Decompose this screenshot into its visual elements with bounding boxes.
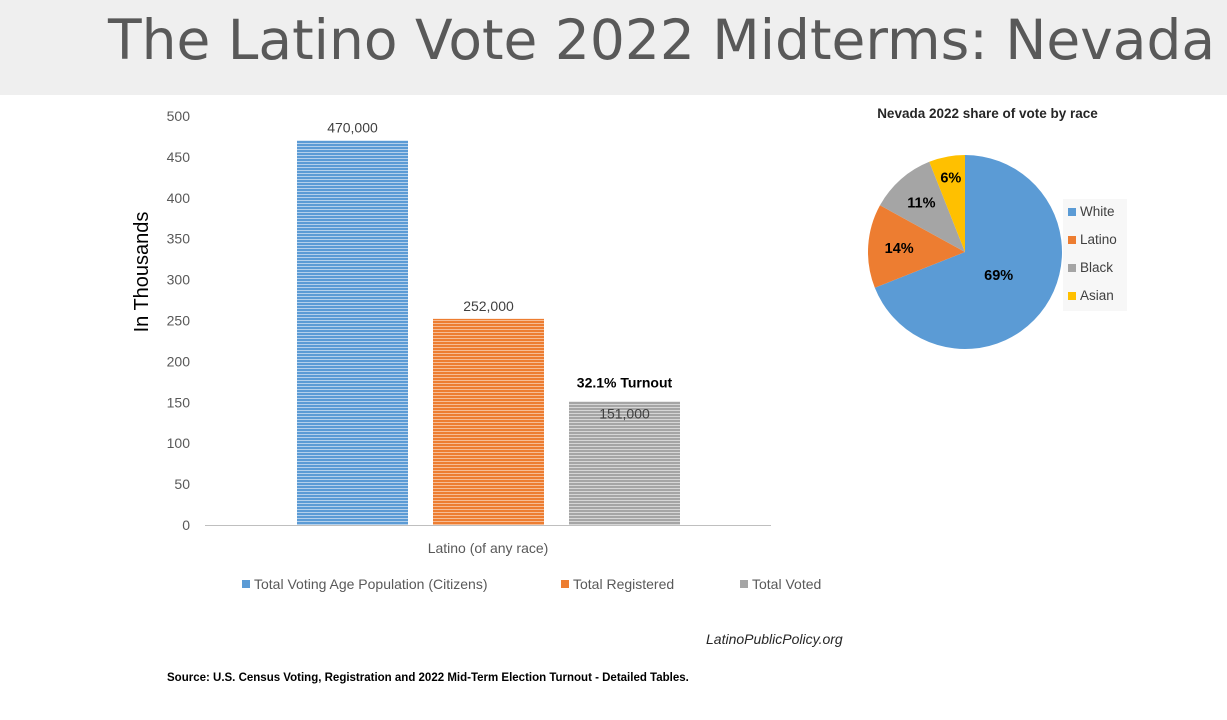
bar-legend-item-voted: Total Voted <box>740 576 821 592</box>
pie-legend-item-latino: Latino <box>1068 232 1117 247</box>
y-tick-label: 250 <box>167 313 191 329</box>
bar-legend-item-population: Total Voting Age Population (Citizens) <box>242 576 487 592</box>
bar-data-label: 470,000 <box>327 120 378 136</box>
asian-swatch <box>1068 291 1076 300</box>
pie-slice-black <box>879 161 965 252</box>
x-category-label: Latino (of any race) <box>428 540 549 556</box>
black-swatch <box>1068 263 1076 272</box>
bar-registered <box>433 318 544 525</box>
pie-legend-label: Black <box>1080 260 1114 275</box>
bar-legend-label: Total Voted <box>752 576 822 592</box>
bar-population <box>297 140 408 526</box>
white-swatch <box>1068 207 1076 216</box>
y-tick-label: 450 <box>167 149 191 165</box>
bar-legend-label: Total Registered <box>573 576 675 592</box>
pie-data-label: 6% <box>940 171 961 187</box>
website-credit: LatinoPublicPolicy.org <box>706 631 843 647</box>
y-tick-label: 100 <box>167 435 191 451</box>
pie-data-label: 14% <box>885 241 914 257</box>
y-tick-label: 200 <box>167 353 191 369</box>
voted-swatch <box>740 580 748 588</box>
bar-legend-label: Total Voting Age Population (Citizens) <box>254 576 488 592</box>
pie-chart-title: Nevada 2022 share of vote by race <box>877 106 1098 121</box>
pie-legend-label: White <box>1080 204 1115 219</box>
bar-data-label: 252,000 <box>463 298 514 314</box>
y-tick-label: 0 <box>182 517 190 533</box>
pie-legend-item-asian: Asian <box>1068 288 1114 303</box>
y-tick-label: 500 <box>167 108 191 124</box>
pie-slice-latino <box>868 205 965 288</box>
pie-legend-label: Asian <box>1080 288 1114 303</box>
turnout-annotation: 32.1% Turnout <box>577 374 673 390</box>
pie-slice-white <box>874 155 1062 349</box>
pie-legend-item-black: Black <box>1068 260 1113 275</box>
y-tick-label: 400 <box>167 190 191 206</box>
population-swatch <box>242 580 250 588</box>
pie-data-label: 11% <box>907 196 935 212</box>
registered-swatch <box>561 580 569 588</box>
bar-legend-item-registered: Total Registered <box>561 576 674 592</box>
pie-slice-asian <box>929 155 965 252</box>
bar-data-label: 151,000 <box>599 405 650 421</box>
y-tick-label: 50 <box>174 476 190 492</box>
y-tick-label: 150 <box>167 394 191 410</box>
y-axis-label: In Thousands <box>131 212 153 333</box>
latino-swatch <box>1068 235 1076 244</box>
source-note: Source: U.S. Census Voting, Registration… <box>167 672 689 684</box>
y-tick-label: 350 <box>167 231 191 247</box>
y-tick-label: 300 <box>167 272 191 288</box>
pie-legend-item-white: White <box>1068 204 1115 219</box>
pie-legend-label: Latino <box>1080 232 1117 247</box>
slide-title: The Latino Vote 2022 Midterms: Nevada <box>108 8 1216 72</box>
title-band <box>0 0 1227 95</box>
pie-data-label: 69% <box>984 268 1013 284</box>
bar-voted <box>569 401 680 525</box>
